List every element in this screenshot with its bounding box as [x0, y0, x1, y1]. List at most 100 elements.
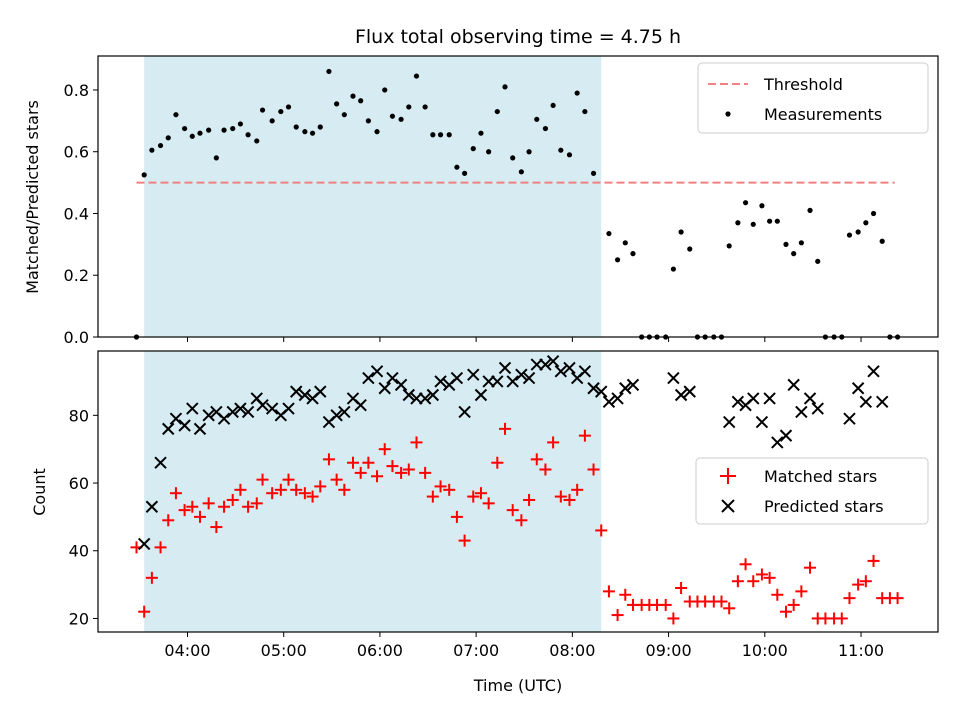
data-point	[554, 490, 567, 503]
y-tick-label: 0.4	[64, 204, 89, 223]
data-point	[767, 218, 773, 224]
data-point	[606, 230, 612, 237]
data-point	[499, 422, 512, 435]
bottom-y-axis: 20 40 60 80	[69, 406, 98, 628]
data-point	[458, 534, 471, 547]
data-point	[202, 409, 215, 422]
data-point	[835, 612, 848, 625]
data-point	[554, 365, 568, 378]
data-point	[302, 129, 308, 135]
data-point	[371, 470, 384, 483]
data-point	[169, 412, 183, 425]
data-point	[250, 497, 263, 510]
data-point	[326, 68, 332, 75]
data-point	[739, 558, 752, 571]
data-point	[787, 378, 800, 392]
top-legend: Threshold Measurements	[697, 62, 929, 134]
data-point	[683, 385, 696, 398]
data-point	[595, 385, 608, 398]
y-tick-label: 0.8	[64, 81, 89, 100]
data-point	[154, 456, 167, 469]
data-point	[726, 243, 732, 249]
data-point	[426, 490, 439, 503]
data-point	[482, 497, 495, 510]
data-point	[145, 500, 159, 513]
observing-window-shade-top	[144, 56, 602, 337]
data-point	[242, 500, 255, 513]
data-point	[735, 220, 741, 226]
data-point	[774, 218, 780, 224]
data-point	[245, 132, 251, 138]
data-point	[410, 436, 423, 449]
data-point	[811, 402, 824, 415]
data-point	[843, 412, 856, 425]
data-point	[181, 125, 188, 132]
data-point	[402, 388, 415, 402]
data-point	[522, 371, 536, 385]
data-point	[382, 87, 388, 93]
data-point	[413, 73, 420, 79]
data-point	[755, 568, 768, 581]
data-point	[386, 371, 399, 385]
data-point	[358, 98, 364, 104]
data-point	[234, 402, 247, 415]
y-tick-label: 60	[69, 474, 89, 493]
data-point	[467, 368, 480, 381]
data-point	[330, 473, 343, 486]
data-point	[419, 466, 432, 479]
top-axes-frame	[97, 55, 939, 338]
data-point	[747, 575, 760, 588]
series-predicted-stars	[137, 354, 889, 551]
data-point	[338, 483, 351, 496]
data-point	[630, 251, 636, 257]
data-point	[282, 473, 295, 486]
legend-matched-label: Matched stars	[764, 467, 877, 486]
data-point	[378, 443, 391, 456]
data-point	[434, 480, 447, 493]
data-point	[807, 207, 813, 213]
data-point	[614, 257, 621, 263]
data-point	[787, 598, 800, 611]
data-point	[747, 392, 760, 405]
bottom-y-axis-label: Count	[30, 468, 49, 516]
data-point	[852, 578, 865, 591]
data-point	[687, 246, 693, 252]
data-point	[443, 483, 456, 496]
data-point	[178, 419, 191, 432]
data-point	[804, 561, 817, 574]
data-point	[226, 405, 239, 419]
data-point	[506, 504, 519, 517]
data-point	[306, 490, 319, 503]
data-point	[602, 585, 615, 598]
data-point	[798, 240, 804, 246]
data-point	[542, 125, 549, 132]
data-point	[539, 358, 552, 371]
data-point	[523, 493, 536, 506]
data-point	[314, 480, 327, 493]
data-point	[186, 500, 199, 513]
data-point	[558, 147, 564, 153]
data-point	[563, 361, 576, 375]
data-point	[771, 436, 784, 449]
data-point	[362, 371, 375, 385]
observing-window-shade-bottom	[144, 351, 602, 632]
legend-measurements-label: Measurements	[764, 105, 882, 124]
y-tick-label: 0.0	[64, 328, 89, 347]
data-point	[265, 402, 279, 415]
data-point	[595, 524, 608, 537]
data-point	[398, 116, 404, 122]
bottom-x-axis: 04:00 05:00 06:00 07:00 08:00 09:00 10:00 11:00	[164, 632, 884, 660]
data-point	[314, 385, 327, 398]
data-point	[863, 220, 869, 226]
data-point	[491, 375, 504, 388]
data-point	[518, 169, 524, 175]
data-point	[154, 541, 167, 554]
x-axis-label: Time (UTC)	[473, 676, 562, 695]
data-point	[815, 258, 821, 264]
data-point	[266, 487, 279, 500]
data-point	[859, 575, 872, 588]
data-point	[587, 382, 600, 395]
data-point	[674, 388, 688, 402]
data-point	[779, 429, 793, 442]
